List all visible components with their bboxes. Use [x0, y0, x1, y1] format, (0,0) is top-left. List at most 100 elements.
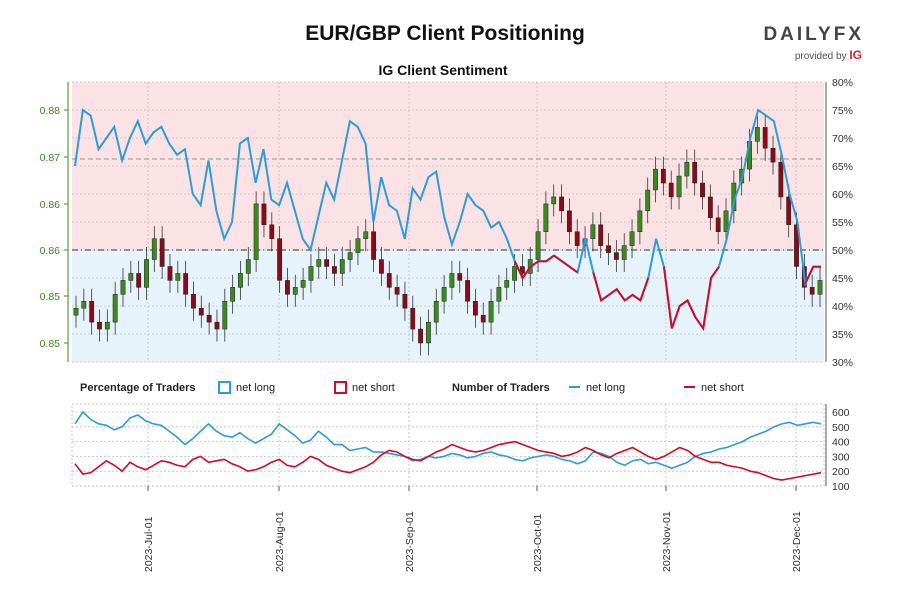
candle-down: [386, 273, 392, 288]
candle-down: [198, 307, 204, 316]
count-tick-label: 500: [832, 422, 850, 434]
candle-up: [621, 245, 627, 260]
candle-up: [308, 266, 314, 281]
candle-up: [175, 273, 181, 281]
ig-brand-mark: IG: [849, 48, 862, 62]
candle-down: [473, 301, 478, 316]
candle-up: [81, 301, 87, 309]
candle-up: [355, 238, 361, 253]
candle-down: [402, 294, 408, 309]
candle-down: [410, 307, 416, 330]
candle-down: [89, 301, 95, 323]
price-tick-label: 0.87: [40, 152, 61, 164]
count-lines: [74, 410, 822, 481]
date-tick-label: 2023-Jul-01: [143, 516, 155, 572]
candle-up: [543, 203, 549, 232]
candle-down: [183, 273, 189, 295]
count-tick-label: 100: [832, 481, 850, 493]
logo-provided-by: provided by IG: [795, 48, 862, 62]
candle-up: [551, 196, 557, 205]
count-panel-frame: [71, 403, 825, 487]
candle-down: [418, 328, 423, 344]
candle-down: [786, 196, 792, 226]
candle-up: [316, 259, 322, 267]
candle-down: [613, 252, 619, 260]
percent-tick-label: 60%: [832, 189, 853, 201]
candle-down: [598, 224, 604, 246]
candle-up: [120, 280, 126, 295]
candle-up: [144, 259, 149, 288]
candle-up: [535, 231, 541, 260]
count-tick-label: 400: [832, 437, 850, 449]
count-axis-ticks: 100 200 300 400 500 600: [832, 407, 850, 493]
candle-up: [817, 280, 823, 295]
percent-tick-label: 50%: [832, 245, 853, 257]
candle-down: [519, 266, 525, 274]
candle-up: [590, 224, 596, 239]
candle-up: [222, 301, 228, 330]
net-short-percent-line: [592, 272, 650, 303]
legend-pct-short-label: net short: [352, 382, 395, 394]
trader-count-panel: 100 200 300 400 500 600: [71, 403, 850, 493]
candle-down: [660, 168, 666, 184]
candle-down: [214, 321, 220, 330]
candle-up: [230, 287, 236, 302]
candle-up: [363, 231, 369, 239]
net-short-count-line: [74, 440, 822, 481]
date-tick-label: 2023-Dec-01: [791, 511, 803, 572]
candle-up: [104, 321, 110, 330]
candle-up: [504, 280, 510, 288]
candle-down: [794, 224, 799, 267]
candle-down: [574, 231, 580, 246]
candle-down: [371, 231, 377, 260]
candle-up: [645, 189, 651, 212]
percent-lines: [74, 108, 821, 332]
candle-up: [339, 259, 345, 274]
candle-up: [433, 301, 439, 323]
candle-down: [692, 161, 698, 184]
price-tick-label: 0.85: [40, 291, 61, 303]
price-sentiment-panel: 0.85 0.85 0.86 0.86 0.87 0.88 30% 35% 40% 45% 50%…: [40, 77, 853, 369]
candle-up: [637, 210, 643, 232]
date-axis-ticks: 2023-Jul-01 2023-Aug-01 2023-Sep-01 2023-Oc…: [143, 486, 803, 572]
net-short-percent-line: [513, 254, 579, 280]
candle-down: [379, 259, 384, 274]
candle-up: [347, 252, 353, 260]
count-tick-label: 300: [832, 451, 850, 463]
candle-down: [324, 259, 330, 267]
candle-up: [426, 321, 431, 344]
candle-down: [480, 314, 486, 323]
candle-down: [285, 280, 290, 295]
candle-down: [269, 224, 275, 239]
candle-up: [128, 273, 134, 281]
candle-up: [253, 203, 259, 260]
percent-tick-label: 65%: [832, 161, 853, 173]
candle-down: [206, 314, 212, 323]
candle-down: [707, 196, 713, 219]
candle-up: [300, 280, 306, 288]
price-tick-label: 0.86: [40, 245, 61, 257]
logo-provided-text: provided by: [794, 51, 847, 62]
candle-up: [112, 294, 118, 323]
price-tick-label: 0.88: [40, 105, 61, 117]
candle-down: [700, 182, 705, 198]
dailyfx-logo: DAILYFX provided by IG: [756, 22, 876, 62]
candle-down: [277, 238, 283, 281]
candle-down: [394, 287, 400, 295]
candle-down: [715, 217, 721, 232]
date-tick-label: 2023-Nov-01: [661, 511, 673, 572]
chart-subtitle: IG Client Sentiment: [378, 62, 508, 78]
bottom-gridlines: [71, 403, 825, 487]
legend-num-short-label: net short: [701, 382, 744, 394]
legend-pct-short-swatch: [334, 381, 347, 394]
logo-wordmark: DAILYFX: [763, 24, 864, 45]
candle-up: [512, 266, 517, 281]
candle-down: [762, 127, 768, 149]
candle-up: [238, 273, 243, 288]
candle-up: [723, 210, 729, 232]
candle-down: [559, 196, 564, 212]
legend: Percentage of Traders net long net short…: [80, 381, 744, 394]
legend-num-long-label: net long: [586, 382, 625, 394]
candle-down: [778, 161, 784, 198]
